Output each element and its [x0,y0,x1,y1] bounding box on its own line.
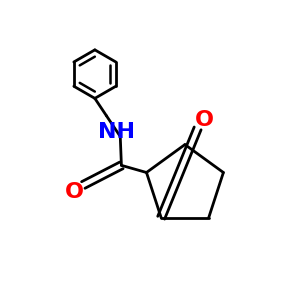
Text: NH: NH [98,122,135,142]
Text: O: O [195,110,214,130]
Text: O: O [64,182,84,202]
